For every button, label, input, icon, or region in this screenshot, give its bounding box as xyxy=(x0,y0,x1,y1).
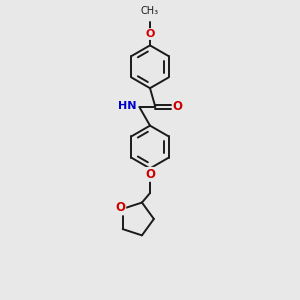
Text: CH₃: CH₃ xyxy=(141,6,159,16)
Text: O: O xyxy=(172,100,182,113)
Text: O: O xyxy=(145,168,155,181)
Text: HN: HN xyxy=(118,101,136,111)
Text: O: O xyxy=(145,29,155,39)
Text: O: O xyxy=(115,201,125,214)
